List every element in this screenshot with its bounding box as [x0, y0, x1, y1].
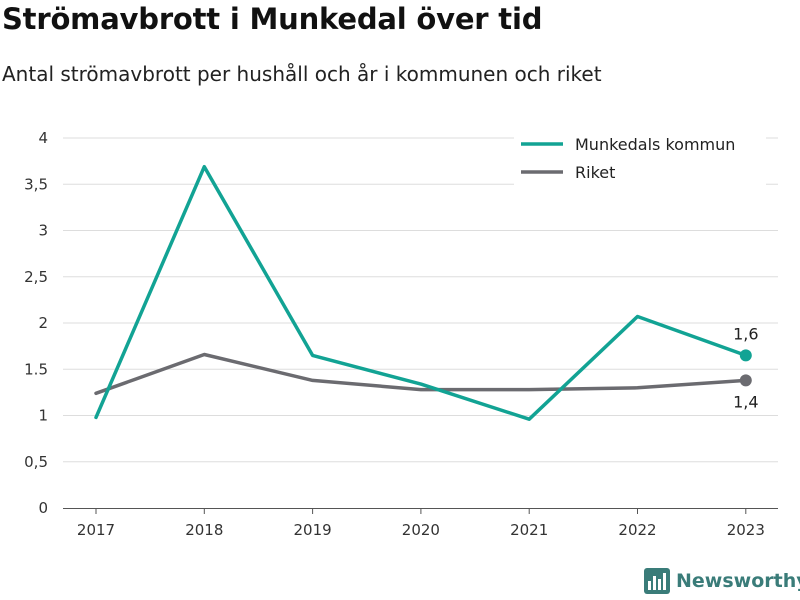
chart-title: Strömavbrott i Munkedal över tid [2, 2, 543, 36]
y-tick-label: 0,5 [24, 453, 48, 471]
y-tick-label: 2 [38, 314, 48, 332]
data-label-munkedal: 1,6 [733, 324, 758, 343]
y-tick-label: 3 [38, 222, 48, 240]
y-tick-label: 3,5 [24, 175, 48, 193]
x-tick-label: 2021 [510, 521, 548, 539]
series-end-point-munkedal [739, 349, 752, 362]
x-tick-label: 2017 [77, 521, 115, 539]
x-tick-label: 2020 [402, 521, 440, 539]
chart-subtitle: Antal strömavbrott per hushåll och år i … [2, 62, 602, 86]
series-line-riket [94, 352, 748, 396]
legend-label: Munkedals kommun [575, 135, 735, 154]
x-tick-label: 2019 [294, 521, 332, 539]
series-end-point-riket [739, 374, 752, 387]
x-tick-label: 2022 [618, 521, 656, 539]
y-tick-label: 1 [38, 407, 48, 425]
y-tick-label: 4 [38, 129, 48, 147]
newsworthy-logo-icon [644, 568, 670, 594]
legend-label: Riket [575, 163, 615, 182]
legend-box [514, 130, 766, 186]
y-tick-label: 1.5 [24, 360, 48, 378]
data-label-riket: 1,4 [733, 392, 758, 411]
series-line-munkedal [94, 164, 748, 421]
x-tick-label: 2023 [727, 521, 765, 539]
brand-name: Newsworthy [676, 570, 800, 592]
y-tick-label: 0 [38, 499, 48, 517]
newsworthy-brand: Newsworthy [644, 568, 800, 594]
y-tick-label: 2,5 [24, 268, 48, 286]
x-tick-label: 2018 [185, 521, 223, 539]
